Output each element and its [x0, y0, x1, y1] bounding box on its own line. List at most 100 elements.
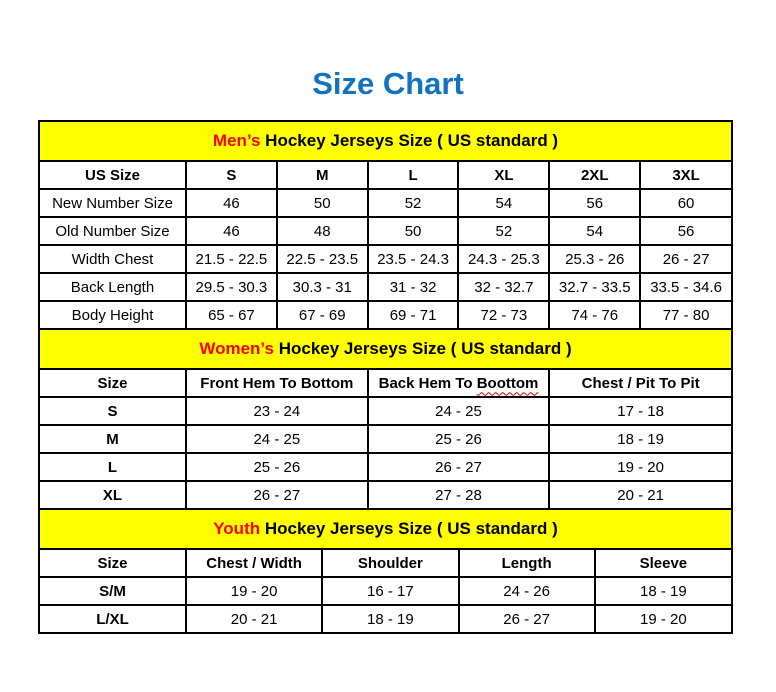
data-cell: 20 - 21 [548, 480, 731, 508]
data-cell: 24 - 25 [366, 396, 551, 426]
data-cell: 24.3 - 25.3 [457, 244, 551, 274]
data-cell: 50 [275, 188, 369, 218]
data-cell: 24 - 26 [457, 576, 596, 606]
mens-row-body-height: Body Height 65 - 67 67 - 69 69 - 71 72 - 73 7… [40, 300, 731, 328]
column-header: Size [40, 550, 187, 578]
data-cell: 30.3 - 31 [275, 272, 369, 302]
column-header: Length [457, 550, 596, 578]
data-cell: 22.5 - 23.5 [275, 244, 369, 274]
data-cell: 50 [366, 216, 460, 246]
data-cell: 18 - 19 [321, 604, 460, 632]
mens-size-table: US Size S M L XL 2XL 3XL New Number Size 46 50 52… [40, 162, 731, 328]
row-header-cell: XL [40, 480, 187, 508]
column-header: Shoulder [321, 550, 460, 578]
data-cell: 54 [548, 216, 642, 246]
row-header-cell: S [40, 396, 187, 426]
data-cell: 26 - 27 [185, 480, 369, 508]
womens-row-l: L 25 - 26 26 - 27 19 - 20 [40, 452, 731, 482]
column-header: US Size [40, 162, 187, 190]
womens-size-table: Size Front Hem To Bottom Back Hem To Boo… [40, 370, 731, 508]
data-cell: 56 [548, 188, 642, 218]
row-header-cell: L [40, 452, 187, 482]
data-cell: 19 - 20 [548, 452, 731, 482]
data-cell: 17 - 18 [548, 396, 731, 426]
womens-section-banner: Women’s Hockey Jerseys Size ( US standar… [40, 328, 731, 370]
womens-row-m: M 24 - 25 25 - 26 18 - 19 [40, 424, 731, 454]
column-header: 2XL [548, 162, 642, 190]
data-cell: 26 - 27 [457, 604, 596, 632]
data-cell: 23 - 24 [185, 396, 369, 426]
row-header-cell: Old Number Size [40, 216, 187, 246]
data-cell: 16 - 17 [321, 576, 460, 606]
column-header: Back Hem To Boottom [366, 370, 551, 398]
row-header-cell: S/M [40, 576, 187, 606]
data-cell: 72 - 73 [457, 300, 551, 328]
mens-banner-highlight: Men’s [212, 131, 261, 150]
column-header: M [275, 162, 369, 190]
data-cell: 74 - 76 [548, 300, 642, 328]
data-cell: 21.5 - 22.5 [185, 244, 278, 274]
data-cell: 77 - 80 [639, 300, 731, 328]
mens-row-back-length: Back Length 29.5 - 30.3 30.3 - 31 31 - 32 32… [40, 272, 731, 302]
column-header: Size [40, 370, 187, 398]
data-cell: 25 - 26 [185, 452, 369, 482]
youth-banner-text: Hockey Jerseys Size ( US standard ) [260, 519, 558, 538]
data-cell: 18 - 19 [593, 576, 731, 606]
column-header: Sleeve [593, 550, 731, 578]
mens-row-width-chest: Width Chest 21.5 - 22.5 22.5 - 23.5 23.5 - … [40, 244, 731, 274]
data-cell: 67 - 69 [275, 300, 369, 328]
data-cell: 60 [639, 188, 731, 218]
data-cell: 20 - 21 [184, 604, 324, 632]
row-header-cell: Width Chest [40, 244, 187, 274]
data-cell: 29.5 - 30.3 [185, 272, 278, 302]
data-cell: 25.3 - 26 [548, 244, 642, 274]
data-cell: 18 - 19 [548, 424, 731, 454]
data-cell: 52 [366, 188, 460, 218]
mens-row-old-number-size: Old Number Size 46 48 50 52 54 56 [40, 216, 731, 246]
mens-section-banner: Men’s Hockey Jerseys Size ( US standard … [40, 122, 731, 162]
youth-header-row: Size Chest / Width Shoulder Length Sleeve [40, 550, 731, 578]
row-header-cell: M [40, 424, 187, 454]
data-cell: 27 - 28 [366, 480, 551, 508]
data-cell: 24 - 25 [185, 424, 369, 454]
mens-banner-text: Hockey Jerseys Size ( US standard ) [260, 131, 559, 150]
column-header: S [185, 162, 278, 190]
data-cell: 54 [457, 188, 551, 218]
womens-banner-text: Hockey Jerseys Size ( US standard ) [273, 339, 572, 358]
data-cell: 52 [457, 216, 551, 246]
youth-section-banner: Youth Hockey Jerseys Size ( US standard … [40, 508, 731, 550]
column-header: 3XL [639, 162, 731, 190]
youth-row-sm: S/M 19 - 20 16 - 17 24 - 26 18 - 19 [40, 576, 731, 606]
column-header: Chest / Pit To Pit [548, 370, 731, 398]
womens-banner-highlight: Women’s [199, 339, 274, 358]
data-cell: 19 - 20 [593, 604, 731, 632]
page-title: Size Chart [312, 66, 464, 101]
youth-size-table: Size Chest / Width Shoulder Length Sleeve S/… [40, 550, 731, 632]
column-header: Chest / Width [184, 550, 324, 578]
data-cell: 69 - 71 [366, 300, 460, 328]
data-cell: 31 - 32 [366, 272, 460, 302]
womens-header-row: Size Front Hem To Bottom Back Hem To Boo… [40, 370, 731, 398]
row-header-cell: Back Length [40, 272, 187, 302]
data-cell: 26 - 27 [639, 244, 731, 274]
data-cell: 46 [185, 188, 278, 218]
data-cell: 46 [185, 216, 278, 246]
data-cell: 48 [275, 216, 369, 246]
column-header: L [366, 162, 460, 190]
column-header: Front Hem To Bottom [185, 370, 369, 398]
data-cell: 26 - 27 [366, 452, 551, 482]
size-chart-block: Men’s Hockey Jerseys Size ( US standard … [38, 120, 733, 634]
data-cell: 25 - 26 [366, 424, 551, 454]
row-header-cell: L/XL [40, 604, 187, 632]
column-header: XL [457, 162, 551, 190]
data-cell: 19 - 20 [184, 576, 324, 606]
data-cell: 33.5 - 34.6 [639, 272, 731, 302]
column-header-text: Back Hem To [378, 374, 477, 392]
youth-row-lxl: L/XL 20 - 21 18 - 19 26 - 27 19 - 20 [40, 604, 731, 632]
data-cell: 65 - 67 [185, 300, 278, 328]
data-cell: 56 [639, 216, 731, 246]
data-cell: 32 - 32.7 [457, 272, 551, 302]
mens-row-new-number-size: New Number Size 46 50 52 54 56 60 [40, 188, 731, 218]
row-header-cell: New Number Size [40, 188, 187, 218]
row-header-cell: Body Height [40, 300, 187, 328]
